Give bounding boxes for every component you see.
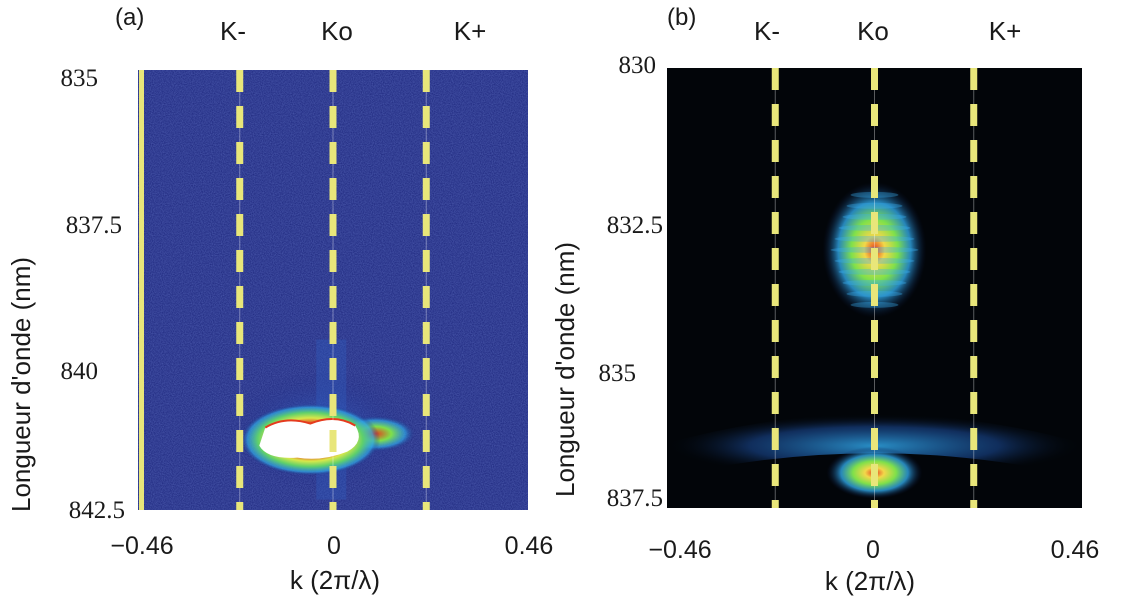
panel-label-a: (a)	[115, 4, 145, 31]
ytick-b-2: 835	[598, 360, 637, 387]
ytick-a-0: 835	[60, 65, 99, 92]
xtick-b-0: −0.46	[648, 536, 712, 564]
ylabel-a: Longueur d'onde (nm)	[6, 256, 36, 512]
marker-lines-b	[771, 68, 978, 508]
xtick-a-0: −0.46	[110, 532, 174, 560]
emission-core-a	[259, 419, 359, 459]
xtick-b-1: 0	[866, 536, 880, 564]
xlabel-b: k (2π/λ)	[824, 566, 916, 596]
heatmap-plot-b	[667, 68, 1082, 508]
emission-layer-a	[230, 339, 416, 500]
xtick-a-2: 0.46	[504, 532, 554, 560]
ytick-b-0: 830	[618, 52, 657, 79]
xtick-a-1: 0	[327, 532, 341, 560]
fringe-upper-b-7	[838, 268, 911, 275]
emission-core-edge-a	[264, 418, 356, 429]
ytick-a-3: 842.5	[68, 497, 125, 524]
left-edge-line-a	[139, 70, 144, 510]
marker-lines-a	[236, 70, 430, 510]
marker-label-kminus-b: K-	[754, 16, 780, 46]
ytick-a-2: 840	[60, 358, 99, 385]
marker-label-kplus-a: K+	[453, 16, 487, 46]
ytick-b-1: 832.5	[606, 212, 663, 239]
marker-label-kplus-b: K+	[988, 16, 1022, 46]
marker-label-kminus-a: K-	[220, 16, 246, 46]
xtick-b-2: 0.46	[1050, 536, 1100, 564]
fringe-upper-b-4	[834, 235, 915, 242]
heatmap-plot-a	[138, 70, 528, 510]
marker-label-k0-a: Ko	[321, 16, 353, 46]
fringe-upper-b-8	[842, 279, 907, 286]
marker-label-k0-b: Ko	[857, 16, 889, 46]
fringe-upper-b-1	[846, 202, 903, 209]
ytick-a-1: 837.5	[65, 212, 122, 239]
xlabel-a: k (2π/λ)	[289, 565, 381, 595]
ylabel-b: Longueur d'onde (nm)	[550, 241, 580, 497]
panel-label-b: (b)	[667, 4, 697, 31]
ytick-b-3: 837.5	[606, 485, 663, 512]
